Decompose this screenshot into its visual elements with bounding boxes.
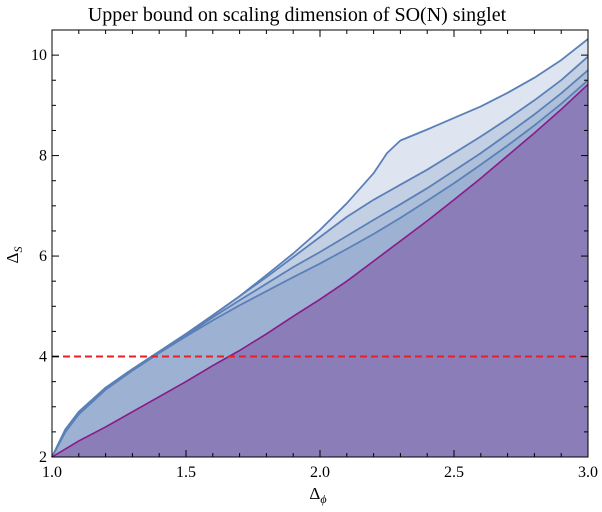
line-layer <box>51 38 589 458</box>
x-tick-label: 1.0 <box>42 464 62 481</box>
x-tick-label: 1.5 <box>176 464 196 481</box>
series-line-5 <box>51 83 589 458</box>
y-tick-label: 2 <box>39 449 47 466</box>
x-axis-label: Δϕ <box>309 484 326 506</box>
y-tick-label: 4 <box>39 349 47 366</box>
area-layer <box>52 39 588 458</box>
series-area-5 <box>52 84 588 458</box>
tick-layer <box>51 29 589 458</box>
y-tick-label: 6 <box>39 248 47 265</box>
y-tick-label: 8 <box>39 148 47 165</box>
y-tick-label: 10 <box>31 47 47 64</box>
x-tick-label: 2.0 <box>310 464 330 481</box>
x-tick-label: 3.0 <box>578 464 598 481</box>
chart-title: Upper bound on scaling dimension of SO(N… <box>88 4 507 26</box>
x-tick-label: 2.5 <box>444 464 464 481</box>
series-line-4 <box>51 79 589 458</box>
y-axis-label: ΔS <box>3 247 25 264</box>
tick-label-layer: 1.0 1.5 2.0 2.5 3.0 2 4 6 8 10 <box>31 47 598 481</box>
